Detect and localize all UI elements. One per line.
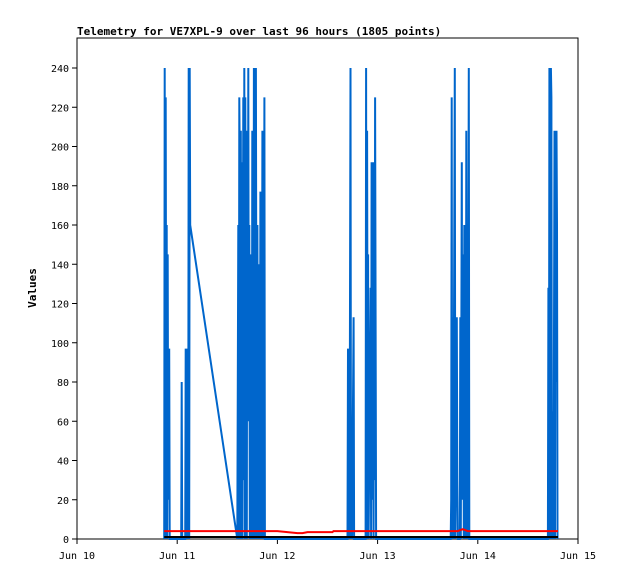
- y-tick-label: 140: [51, 260, 69, 271]
- plot-frame: [76, 37, 579, 540]
- x-tick-label: Jun 14: [460, 551, 496, 562]
- y-tick-label: 240: [51, 64, 69, 75]
- y-tick-label: 0: [63, 535, 69, 546]
- y-tick-label: 40: [57, 457, 69, 468]
- y-axis: 0 20 40 60 80 100 120 140 160 180 200 220 240: [51, 64, 77, 546]
- x-tick-label: Jun 12: [259, 551, 295, 562]
- y-tick-label: 120: [51, 300, 69, 311]
- y-tick-label: 20: [57, 496, 69, 507]
- chart-title: Telemetry for VE7XPL-9 over last 96 hour…: [77, 25, 441, 38]
- y-tick-label: 100: [51, 339, 69, 350]
- series-line-0: [163, 67, 559, 540]
- y-tick-label: 220: [51, 103, 69, 114]
- y-tick-label: 80: [57, 378, 69, 389]
- x-tick-label: Jun 13: [360, 551, 396, 562]
- x-axis: Jun 10 Jun 11 Jun 12 Jun 13 Jun 14 Jun 15: [59, 539, 596, 562]
- series-group: [163, 67, 559, 540]
- y-tick-label: 160: [51, 221, 69, 232]
- x-tick-label: Jun 15: [560, 551, 596, 562]
- y-axis-label: Values: [26, 268, 39, 308]
- y-tick-label: 200: [51, 143, 69, 154]
- y-tick-label: 60: [57, 417, 69, 428]
- y-tick-label: 180: [51, 182, 69, 193]
- x-tick-label: Jun 10: [59, 551, 95, 562]
- x-tick-label: Jun 11: [159, 551, 195, 562]
- series-line-1: [164, 528, 558, 535]
